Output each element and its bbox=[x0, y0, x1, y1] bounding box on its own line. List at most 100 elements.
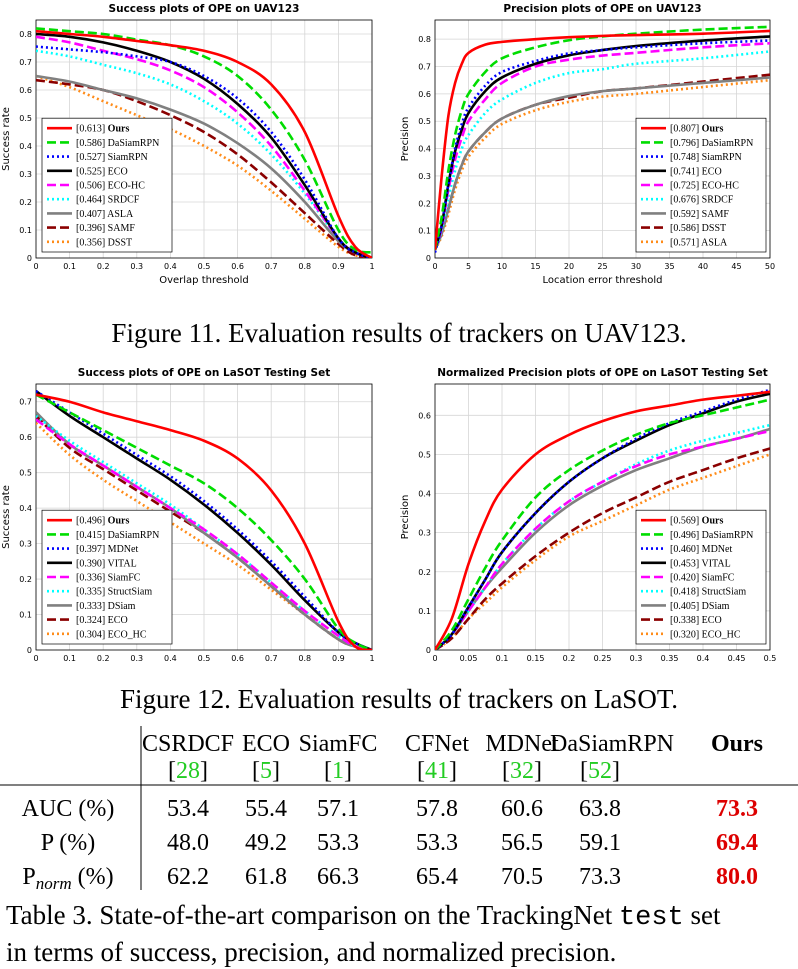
legend-name: ASLA bbox=[701, 237, 728, 248]
legend-entry: [0.460] MDNet bbox=[670, 544, 732, 555]
y-tick-label: 0.6 bbox=[19, 86, 32, 95]
ref-bracket: [ bbox=[324, 758, 332, 784]
series-line-siamfc bbox=[36, 418, 372, 650]
y-tick-label: 0.6 bbox=[418, 411, 431, 420]
legend-entry: [0.390] VITAL bbox=[76, 558, 137, 569]
series-line-dasiamrpn bbox=[36, 393, 372, 650]
legend-score: [0.725] bbox=[670, 181, 702, 192]
ref-bracket: [ bbox=[252, 758, 260, 784]
legend-name: Ours bbox=[108, 124, 130, 135]
trackingnet-table: CSRDCF[28]ECO[5]SiamFC[1]CFNet[41]MDNet[… bbox=[0, 726, 798, 893]
series-line-ours bbox=[435, 390, 770, 650]
legend-entry: [0.397] MDNet bbox=[76, 544, 138, 555]
series-line-dasiamrpn bbox=[36, 27, 372, 254]
table-header-ref: [1] bbox=[324, 758, 352, 784]
series-group bbox=[36, 27, 372, 258]
legend-name: Ours bbox=[702, 124, 724, 135]
legend-score: [0.464] bbox=[76, 195, 108, 206]
legend-name: DSST bbox=[108, 237, 132, 248]
legend-name: ECO bbox=[702, 615, 722, 626]
label-main: P bbox=[22, 864, 35, 890]
table-header-dasiamrpn: DaSiamRPN bbox=[550, 731, 674, 757]
series-line-mdnet bbox=[435, 388, 770, 650]
legend-score: [0.586] bbox=[76, 138, 108, 149]
legend-name: ECO bbox=[108, 166, 128, 177]
y-tick-label: 0.2 bbox=[19, 575, 32, 584]
series-line-dasiamrpn bbox=[435, 25, 770, 251]
series-line-structsiam bbox=[36, 414, 372, 650]
x-tick-label: 0.2 bbox=[97, 262, 110, 271]
series-line-siamfc bbox=[435, 429, 770, 650]
table-cell: 56.5 bbox=[501, 830, 543, 856]
legend-score: [0.304] bbox=[76, 629, 108, 640]
legend-entry: [0.569] Ours bbox=[670, 516, 723, 527]
series-line-dasiamrpn bbox=[435, 398, 770, 650]
legend-score: [0.338] bbox=[670, 615, 702, 626]
legend-score: [0.807] bbox=[670, 124, 702, 135]
ref-number: 32 bbox=[510, 758, 534, 784]
x-tick-label: 35 bbox=[664, 262, 674, 271]
y-tick-label: 0.4 bbox=[418, 490, 431, 499]
legend-name: SRDCF bbox=[108, 195, 140, 206]
legend-score: [0.390] bbox=[76, 558, 107, 569]
uav123-success-chart: Success plots of OPE on UAV123 0 0.1 0.2 0.3… bbox=[1, 3, 375, 286]
y-tick-label: 0.7 bbox=[19, 58, 32, 67]
plot-frame bbox=[35, 19, 373, 259]
plot-frame bbox=[434, 383, 771, 651]
y-tick-label: 0.3 bbox=[418, 172, 431, 181]
x-tick-label: 0.3 bbox=[130, 262, 143, 271]
x-tick-label: 0.05 bbox=[460, 654, 478, 663]
x-tick-label: 0.3 bbox=[130, 654, 143, 663]
legend-score: [0.676] bbox=[670, 195, 702, 206]
table-header-ours: Ours bbox=[711, 731, 763, 757]
legend-entry: [0.741] ECO bbox=[670, 166, 722, 177]
legend-name: ECO bbox=[108, 615, 128, 626]
legend-score: [0.525] bbox=[76, 166, 108, 177]
table-row-label: Pnorm (%) bbox=[22, 864, 113, 893]
table-header-ref: [5] bbox=[252, 758, 280, 784]
series-group bbox=[435, 388, 770, 650]
x-tick-label: 0.5 bbox=[764, 654, 777, 663]
legend-name: SiamFC bbox=[702, 573, 735, 584]
table-cell: 73.3 bbox=[716, 796, 758, 822]
x-tick-label: 5 bbox=[466, 262, 471, 271]
y-tick-label: 0.4 bbox=[19, 504, 32, 513]
table-cell: 57.8 bbox=[416, 796, 458, 822]
series-group bbox=[435, 25, 770, 253]
table-cell: 61.8 bbox=[245, 864, 287, 890]
y-tick-label: 0.1 bbox=[418, 227, 431, 236]
ref-bracket: [ bbox=[168, 758, 176, 784]
legend-name: Ours bbox=[702, 516, 724, 527]
series-line-eco bbox=[36, 32, 372, 258]
table-cell: 69.4 bbox=[716, 830, 758, 856]
x-tick-label: 30 bbox=[631, 262, 641, 271]
legend-entry: [0.453] VITAL bbox=[670, 558, 731, 569]
table3-caption-prefix: Table 3. State-of-the-art comparison on … bbox=[6, 900, 619, 930]
y-tick-label: 0.2 bbox=[418, 199, 431, 208]
series-line-srdcf bbox=[435, 50, 770, 251]
y-axis-label: Precision bbox=[400, 495, 411, 540]
y-tick-label: 0.6 bbox=[418, 90, 431, 99]
y-tick-label: 0.8 bbox=[19, 30, 32, 39]
legend-score: [0.396] bbox=[76, 223, 108, 234]
series-line-dsst bbox=[36, 74, 372, 258]
table3-caption-line2: in terms of success, precision, and norm… bbox=[6, 937, 617, 967]
y-tick-label: 0.4 bbox=[19, 142, 32, 151]
table-cell: 53.3 bbox=[416, 830, 458, 856]
ref-number: 41 bbox=[425, 758, 449, 784]
ref-bracket: ] bbox=[534, 758, 542, 784]
legend-name: ECO bbox=[702, 166, 722, 177]
x-axis-label: Location error threshold bbox=[543, 275, 663, 286]
lasot-success-chart: Success plots of OPE on LaSOT Testing Se… bbox=[1, 367, 375, 663]
legend-score: [0.320] bbox=[670, 629, 702, 640]
legend-name: DSiam bbox=[108, 601, 136, 612]
x-tick-label: 15 bbox=[530, 262, 540, 271]
ref-bracket: [ bbox=[417, 758, 425, 784]
legend-entry: [0.333] DSiam bbox=[76, 601, 136, 612]
legend-entry: [0.748] SiamRPN bbox=[670, 152, 742, 163]
legend-score: [0.453] bbox=[670, 558, 701, 569]
legend-score: [0.405] bbox=[670, 601, 702, 612]
legend-entry: [0.405] DSiam bbox=[670, 601, 730, 612]
table3-caption-suffix: set bbox=[683, 900, 721, 930]
x-tick-label: 0.4 bbox=[697, 654, 710, 663]
